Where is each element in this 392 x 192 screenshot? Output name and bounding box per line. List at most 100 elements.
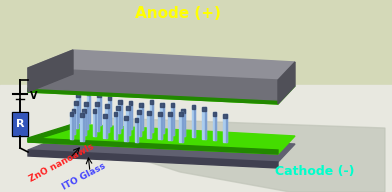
Polygon shape <box>278 62 295 104</box>
Bar <box>142 103 143 130</box>
Bar <box>97 94 101 97</box>
Bar <box>70 112 73 139</box>
Bar <box>95 102 99 131</box>
Polygon shape <box>28 74 73 92</box>
Bar <box>150 100 153 104</box>
Bar <box>74 109 75 134</box>
Bar <box>192 105 195 109</box>
Bar <box>95 102 99 106</box>
Bar <box>184 109 185 136</box>
Bar <box>181 109 185 113</box>
Bar <box>161 112 162 139</box>
Bar <box>87 91 91 95</box>
Bar <box>107 96 111 126</box>
Text: ITO Glass: ITO Glass <box>61 162 107 192</box>
Bar <box>205 107 206 139</box>
Bar <box>139 103 143 130</box>
Bar <box>121 100 122 128</box>
Bar <box>135 118 138 122</box>
Polygon shape <box>105 118 385 192</box>
Bar <box>139 103 143 107</box>
Bar <box>171 103 174 107</box>
Bar <box>74 102 78 128</box>
Text: R: R <box>16 119 24 129</box>
Bar <box>152 100 153 132</box>
Bar <box>226 113 227 142</box>
Bar <box>192 105 195 137</box>
Polygon shape <box>28 50 73 92</box>
Bar <box>116 106 120 133</box>
Bar <box>135 118 138 142</box>
Bar <box>163 103 164 133</box>
Bar <box>124 116 128 120</box>
Polygon shape <box>28 74 295 104</box>
Bar <box>82 108 86 113</box>
Bar <box>87 102 88 129</box>
Bar <box>72 109 75 113</box>
Bar <box>100 94 101 125</box>
Bar <box>158 112 162 139</box>
Polygon shape <box>28 50 295 80</box>
Bar <box>103 114 107 118</box>
Bar <box>129 101 132 105</box>
Polygon shape <box>28 68 278 100</box>
Bar <box>223 113 227 142</box>
Bar <box>114 112 117 139</box>
Bar <box>0 85 392 192</box>
Bar <box>119 106 120 133</box>
Bar <box>108 104 109 132</box>
Bar <box>12 112 28 136</box>
Bar <box>202 107 206 139</box>
Bar <box>173 103 174 135</box>
Bar <box>169 113 172 117</box>
Bar <box>76 93 80 122</box>
Bar <box>171 113 172 140</box>
Bar <box>118 100 122 104</box>
Bar <box>169 113 172 140</box>
Bar <box>105 104 109 108</box>
Bar <box>80 113 83 117</box>
Polygon shape <box>28 132 295 162</box>
Bar <box>127 106 130 135</box>
Bar <box>80 113 83 141</box>
Bar <box>89 91 91 123</box>
Bar <box>158 112 162 116</box>
Bar <box>114 112 117 116</box>
Bar <box>194 105 195 137</box>
Bar <box>140 110 141 136</box>
Bar <box>84 102 88 106</box>
Bar <box>127 106 130 110</box>
Bar <box>72 112 73 139</box>
Bar <box>160 103 164 133</box>
Bar <box>124 116 128 141</box>
Polygon shape <box>28 138 278 154</box>
Bar <box>147 111 151 138</box>
Bar <box>137 110 141 114</box>
Polygon shape <box>28 124 73 142</box>
Bar <box>82 108 86 135</box>
Bar <box>103 114 107 138</box>
Bar <box>98 102 99 131</box>
Bar <box>87 91 91 123</box>
Bar <box>179 112 183 142</box>
Bar <box>212 112 216 140</box>
Bar <box>179 112 183 116</box>
Bar <box>76 93 80 97</box>
Polygon shape <box>28 124 295 154</box>
Bar <box>72 109 75 134</box>
Polygon shape <box>28 88 278 104</box>
Text: Cathode (-): Cathode (-) <box>275 166 355 179</box>
Bar <box>129 106 130 135</box>
Bar <box>74 102 78 105</box>
Bar <box>118 100 122 128</box>
Bar <box>107 96 111 100</box>
Text: ZnO nanoawls: ZnO nanoawls <box>28 142 96 184</box>
Bar <box>77 102 78 128</box>
Bar <box>84 102 88 129</box>
Bar <box>171 103 174 135</box>
Bar <box>85 108 86 135</box>
Bar <box>127 116 128 141</box>
Bar <box>181 109 185 136</box>
Bar <box>106 114 107 138</box>
Bar <box>93 109 96 113</box>
